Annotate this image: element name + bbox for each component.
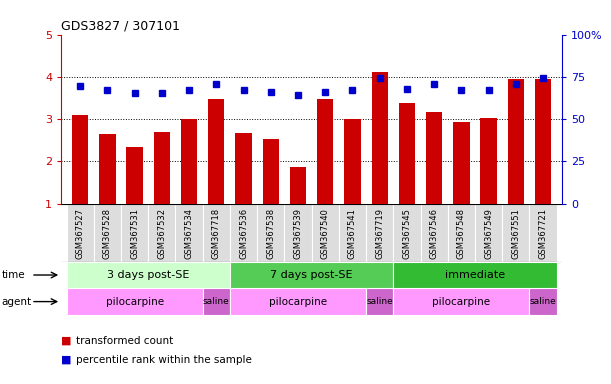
Bar: [399, 103, 415, 204]
FancyBboxPatch shape: [420, 204, 448, 262]
FancyBboxPatch shape: [230, 288, 366, 315]
Bar: [344, 119, 360, 204]
FancyBboxPatch shape: [67, 262, 230, 288]
FancyBboxPatch shape: [67, 204, 93, 262]
FancyBboxPatch shape: [230, 262, 393, 288]
Bar: [480, 118, 497, 204]
Bar: [317, 99, 334, 204]
FancyBboxPatch shape: [502, 204, 530, 262]
Text: GSM367539: GSM367539: [293, 208, 302, 259]
Text: GSM367528: GSM367528: [103, 208, 112, 259]
Text: GSM367527: GSM367527: [76, 208, 85, 259]
FancyBboxPatch shape: [339, 204, 366, 262]
Bar: [453, 122, 469, 204]
Text: GSM367551: GSM367551: [511, 208, 521, 259]
Text: saline: saline: [367, 297, 393, 306]
Bar: [208, 99, 224, 204]
Text: percentile rank within the sample: percentile rank within the sample: [76, 355, 252, 365]
Text: ■: ■: [61, 336, 75, 346]
Bar: [290, 167, 306, 204]
Text: GSM367534: GSM367534: [185, 208, 194, 259]
Text: pilocarpine: pilocarpine: [433, 296, 491, 306]
Text: GSM367540: GSM367540: [321, 208, 330, 259]
Text: GSM367548: GSM367548: [457, 208, 466, 259]
FancyBboxPatch shape: [393, 262, 557, 288]
Text: saline: saline: [530, 297, 557, 306]
Bar: [371, 72, 388, 204]
FancyBboxPatch shape: [203, 204, 230, 262]
FancyBboxPatch shape: [257, 204, 284, 262]
FancyBboxPatch shape: [284, 204, 312, 262]
Text: 7 days post-SE: 7 days post-SE: [270, 270, 353, 280]
Bar: [72, 115, 89, 204]
Text: GSM367721: GSM367721: [538, 208, 547, 259]
FancyBboxPatch shape: [448, 204, 475, 262]
FancyBboxPatch shape: [530, 204, 557, 262]
Text: GSM367549: GSM367549: [484, 208, 493, 259]
Text: GSM367532: GSM367532: [158, 208, 166, 259]
FancyBboxPatch shape: [93, 204, 121, 262]
FancyBboxPatch shape: [530, 288, 557, 315]
Text: GSM367536: GSM367536: [239, 208, 248, 259]
FancyBboxPatch shape: [148, 204, 175, 262]
FancyBboxPatch shape: [366, 288, 393, 315]
Text: agent: agent: [2, 296, 32, 306]
FancyBboxPatch shape: [366, 204, 393, 262]
Text: pilocarpine: pilocarpine: [106, 296, 164, 306]
FancyBboxPatch shape: [121, 204, 148, 262]
Text: GSM367718: GSM367718: [212, 208, 221, 259]
Text: GSM367546: GSM367546: [430, 208, 439, 259]
Text: ■: ■: [61, 355, 75, 365]
Bar: [426, 111, 442, 204]
Text: GSM367538: GSM367538: [266, 208, 276, 259]
FancyBboxPatch shape: [175, 204, 203, 262]
Text: 3 days post-SE: 3 days post-SE: [107, 270, 189, 280]
FancyBboxPatch shape: [475, 204, 502, 262]
Text: transformed count: transformed count: [76, 336, 174, 346]
FancyBboxPatch shape: [312, 204, 339, 262]
Text: immediate: immediate: [445, 270, 505, 280]
Text: pilocarpine: pilocarpine: [269, 296, 327, 306]
Text: GSM367719: GSM367719: [375, 208, 384, 259]
FancyBboxPatch shape: [230, 204, 257, 262]
FancyBboxPatch shape: [393, 288, 530, 315]
Text: GSM367531: GSM367531: [130, 208, 139, 259]
Text: GDS3827 / 307101: GDS3827 / 307101: [61, 19, 180, 32]
Text: saline: saline: [203, 297, 230, 306]
Bar: [99, 134, 115, 204]
Text: GSM367541: GSM367541: [348, 208, 357, 259]
FancyBboxPatch shape: [67, 288, 203, 315]
FancyBboxPatch shape: [203, 288, 230, 315]
Bar: [263, 139, 279, 204]
Bar: [235, 132, 252, 204]
Bar: [154, 132, 170, 204]
Bar: [126, 147, 143, 204]
FancyBboxPatch shape: [393, 204, 420, 262]
Bar: [508, 79, 524, 204]
Text: time: time: [2, 270, 26, 280]
Text: GSM367545: GSM367545: [403, 208, 411, 259]
Bar: [535, 79, 551, 204]
Bar: [181, 119, 197, 204]
